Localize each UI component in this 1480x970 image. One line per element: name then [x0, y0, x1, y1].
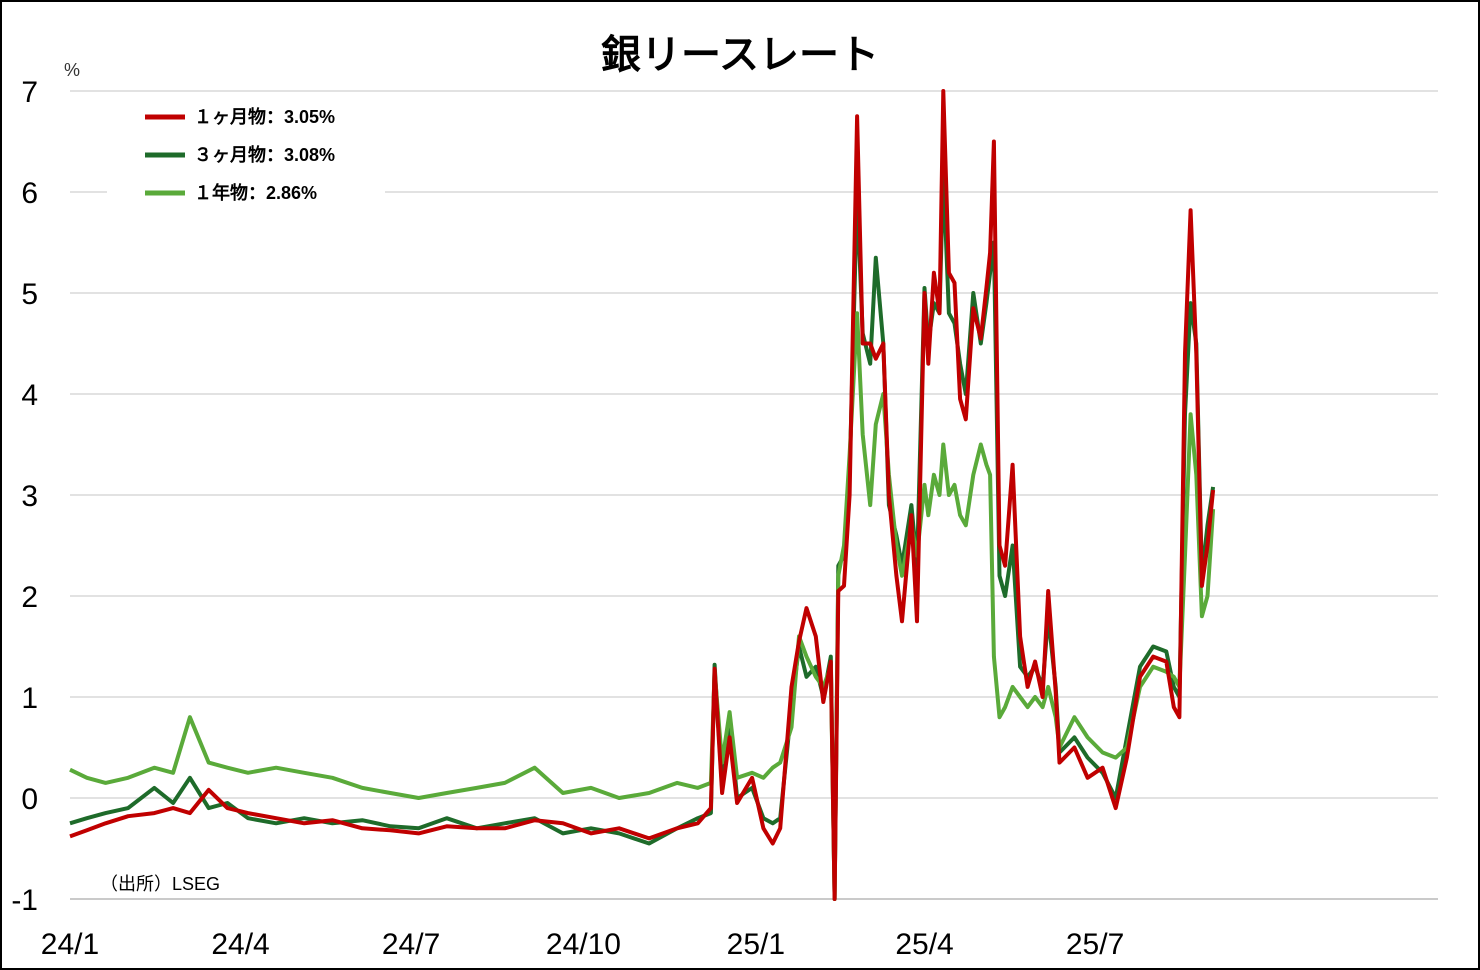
x-tick-label: 24/1	[41, 928, 99, 961]
y-tick-label: 4	[21, 379, 38, 412]
source-note: （出所）LSEG	[100, 874, 220, 894]
y-axis-ticks: 7 6 5 4 3 2 1 0 -1	[11, 76, 38, 917]
x-tick-label: 25/1	[727, 928, 785, 961]
y-tick-label: 7	[21, 76, 38, 109]
y-tick-label: 3	[21, 480, 38, 513]
series-lines	[69, 89, 1216, 901]
x-tick-label: 25/4	[895, 928, 953, 961]
y-tick-label: 2	[21, 581, 38, 614]
y-tick-label: 5	[21, 278, 38, 311]
x-axis-ticks: 24/1 24/4 24/7 24/10 25/1 25/4 25/7	[41, 928, 1124, 961]
legend-label: ３ヶ月物：3.08%	[194, 144, 335, 165]
y-tick-label: 6	[21, 177, 38, 210]
series-line-2	[69, 169, 1216, 901]
chart-title: 銀リースレート	[601, 33, 879, 77]
y-axis-unit-label: %	[64, 60, 80, 80]
x-tick-label: 24/4	[211, 928, 269, 961]
series-line-1	[69, 89, 1216, 901]
legend-label: １年物：2.86%	[194, 182, 317, 203]
y-tick-label: 0	[21, 783, 38, 816]
x-tick-label: 24/10	[546, 928, 621, 961]
x-tick-label: 25/7	[1066, 928, 1124, 961]
y-tick-label: 1	[21, 682, 38, 715]
legend-label: １ヶ月物：3.05%	[194, 106, 335, 127]
x-tick-label: 24/7	[382, 928, 440, 961]
series-line-3	[69, 311, 1216, 901]
y-tick-label: -1	[11, 884, 38, 917]
legend: １ヶ月物：3.05% ３ヶ月物：3.08% １年物：2.86%	[145, 106, 335, 203]
